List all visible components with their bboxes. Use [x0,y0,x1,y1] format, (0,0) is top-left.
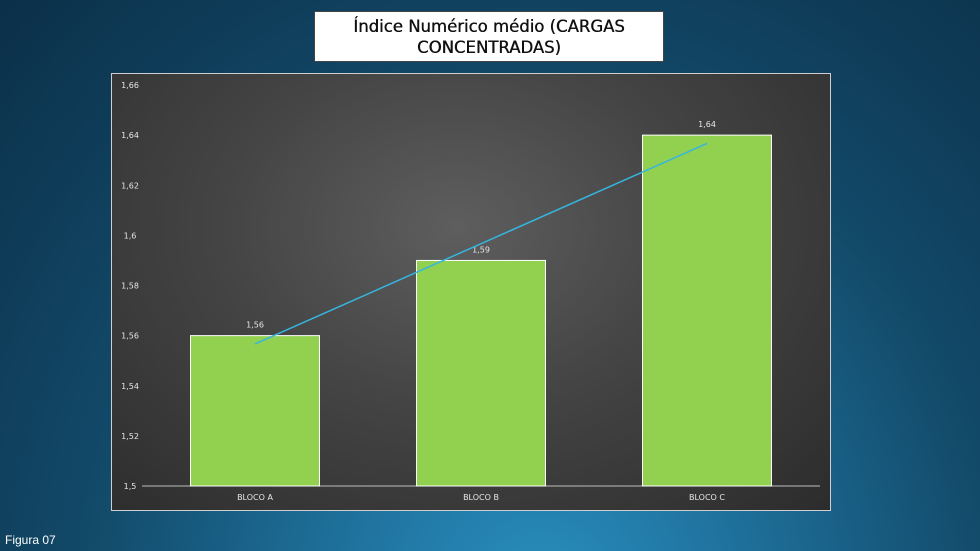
bar-chart: 1,5 1,52 1,54 1,56 1,58 1,6 1,62 1,64 1,66 1,56 BL… [121,81,820,502]
y-tick-label: 1,54 [121,382,139,391]
data-label: 1,59 [472,245,490,254]
bar [416,259,546,487]
data-label: 1,56 [246,321,264,330]
y-tick-label: 1,64 [121,131,139,140]
chart-title: Índice Numérico médio (CARGAS CONCENTRAD… [353,16,625,57]
y-tick-label: 1,56 [121,332,139,341]
trendline [254,142,708,345]
y-tick-label: 1,62 [121,181,139,190]
bar [190,335,320,487]
y-tick-label: 1,5 [124,482,137,491]
y-tick-label: 1,6 [124,231,137,240]
y-tick-label: 1,58 [121,282,139,291]
bar [642,134,772,487]
data-label: 1,64 [698,120,716,129]
x-tick-label: BLOCO B [463,493,499,502]
chart-title-box: Índice Numérico médio (CARGAS CONCENTRAD… [314,11,664,62]
x-tick-label: BLOCO C [689,493,725,502]
x-tick-label: BLOCO A [237,493,273,502]
chart-area: 1,5 1,52 1,54 1,56 1,58 1,6 1,62 1,64 1,66 1,56 BL… [111,73,831,511]
figure-caption: Figura 07 [5,533,56,547]
y-tick-label: 1,66 [121,81,139,90]
y-tick-label: 1,52 [121,432,139,441]
